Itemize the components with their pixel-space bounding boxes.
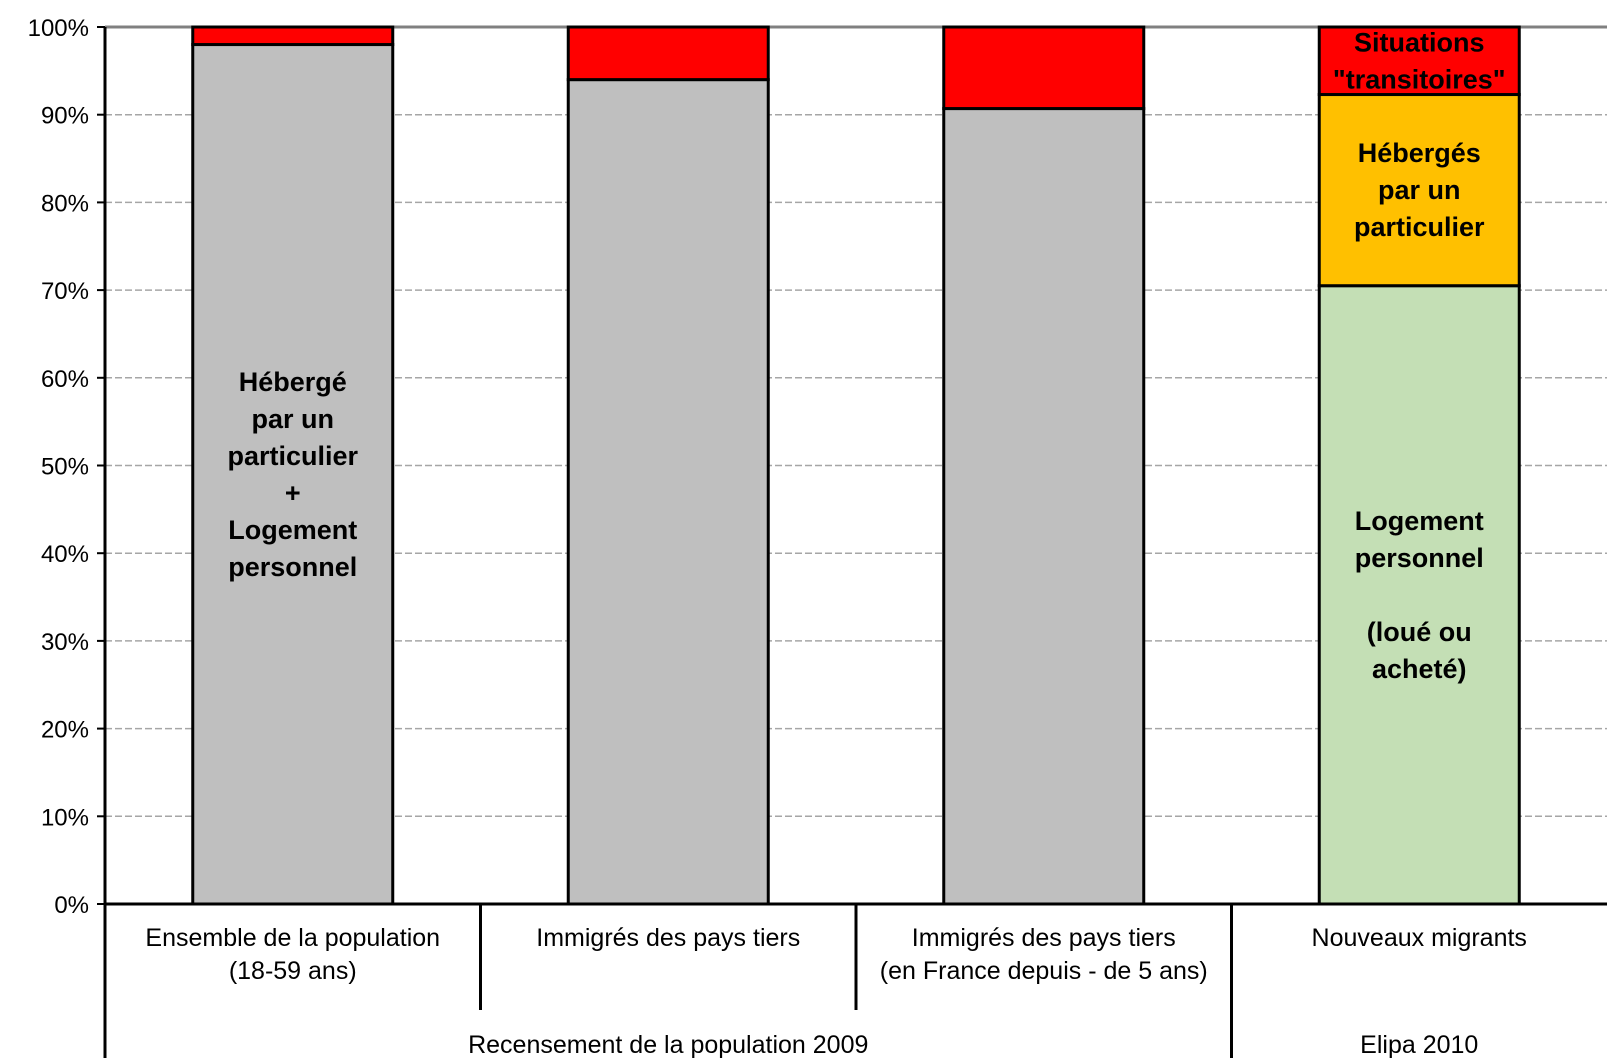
x-category-label: Immigrés des pays tiers bbox=[536, 924, 800, 952]
bar-segment bbox=[942, 25, 1146, 111]
bar-segment bbox=[942, 107, 1146, 906]
y-tick-label: 80% bbox=[41, 190, 89, 217]
bar-segment bbox=[566, 78, 770, 906]
y-tick-label: 40% bbox=[41, 541, 89, 568]
y-tick-labels: 0% 10% 20% 30% 40% 50% 60% 70% 80% 90% 100% bbox=[28, 15, 89, 919]
y-tick-label: 20% bbox=[41, 717, 89, 744]
bar-segment bbox=[1317, 93, 1521, 288]
bar-segment bbox=[191, 43, 395, 906]
axes bbox=[97, 26, 1607, 1058]
segment-label: personnel bbox=[228, 552, 357, 582]
bars bbox=[191, 25, 1521, 906]
x-category-label: Immigrés des pays tiers bbox=[912, 924, 1176, 952]
x-category-label: (en France depuis - de 5 ans) bbox=[880, 957, 1208, 985]
segment-label: + bbox=[285, 478, 301, 508]
segment-label: (loué ou bbox=[1367, 617, 1472, 647]
segment-label: particulier bbox=[1354, 212, 1485, 242]
y-tick-label: 60% bbox=[41, 366, 89, 393]
segment-label: particulier bbox=[227, 441, 358, 471]
y-tick-label: 0% bbox=[54, 892, 89, 919]
x-category-label: (18-59 ans) bbox=[229, 957, 357, 985]
y-tick-label: 50% bbox=[41, 454, 89, 481]
segment-label: Hébergé bbox=[239, 367, 347, 397]
x-category-labels: Ensemble de la population (18-59 ans) Immi… bbox=[145, 924, 1527, 1058]
segment-label: Hébergés bbox=[1358, 138, 1481, 168]
y-tick-label: 100% bbox=[28, 15, 89, 42]
segment-labels: Hébergé par un particulier + Logement personn… bbox=[227, 27, 1505, 684]
x-group-label: Elipa 2010 bbox=[1360, 1031, 1478, 1058]
bar-segment bbox=[1317, 25, 1521, 97]
segment-label: Situations bbox=[1354, 27, 1485, 57]
y-tick-label: 90% bbox=[41, 103, 89, 130]
segment-label: acheté) bbox=[1372, 654, 1467, 684]
x-category-label: Nouveaux migrants bbox=[1312, 924, 1527, 952]
segment-label: Logement bbox=[228, 515, 357, 545]
segment-label: "transitoires" bbox=[1333, 64, 1506, 94]
y-tick-label: 10% bbox=[41, 804, 89, 831]
x-group-label: Recensement de la population 2009 bbox=[468, 1031, 868, 1058]
segment-label: par un bbox=[1378, 175, 1461, 205]
x-category-label: Ensemble de la population bbox=[145, 924, 440, 952]
segment-label: Logement bbox=[1355, 506, 1484, 536]
bar-segment bbox=[566, 25, 770, 82]
segment-label: par un bbox=[251, 404, 334, 434]
y-tick-label: 70% bbox=[41, 278, 89, 305]
segment-label: personnel bbox=[1355, 543, 1484, 573]
bar-segment bbox=[1317, 284, 1521, 906]
y-tick-label: 30% bbox=[41, 629, 89, 656]
bar-segment bbox=[191, 25, 395, 47]
